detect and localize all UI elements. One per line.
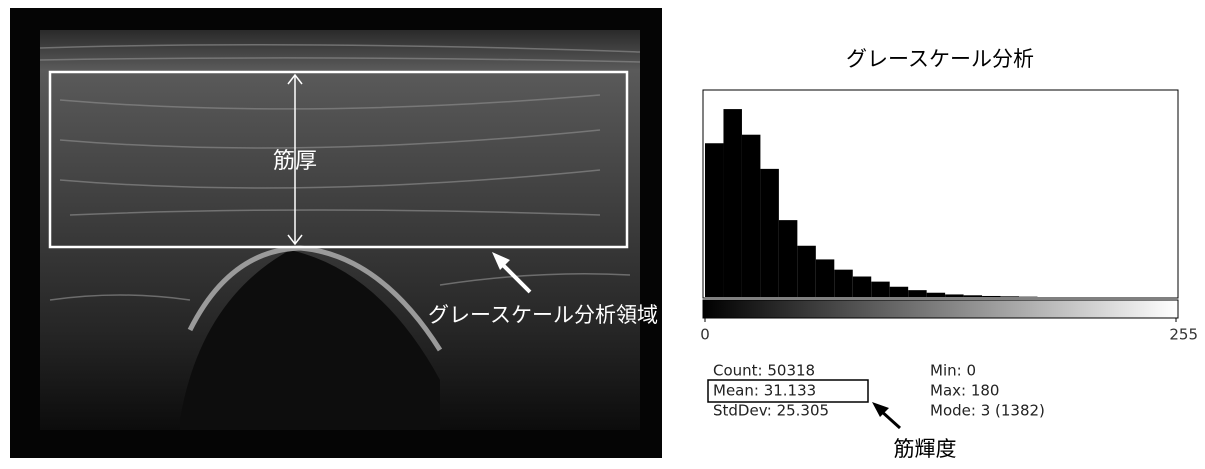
histogram-bar — [890, 287, 908, 297]
histogram-bar — [982, 296, 1000, 297]
histogram-bar — [1001, 296, 1019, 297]
stat-text: Max: 180 — [930, 382, 999, 400]
histogram-bar — [908, 290, 926, 297]
histogram-bar — [779, 220, 797, 297]
stat-text: Mode: 3 (1382) — [930, 402, 1045, 420]
grayscale-bar — [703, 300, 1178, 318]
region-label: グレースケール分析領域 — [428, 303, 658, 327]
histogram-bar — [723, 109, 741, 297]
histogram-title: グレースケール分析 — [846, 47, 1034, 71]
histogram-bar — [964, 295, 982, 297]
echo-arrow — [872, 402, 900, 428]
histogram-bar — [742, 135, 760, 297]
histogram-bar — [834, 270, 852, 297]
echo-label: 筋輝度 — [894, 437, 957, 461]
x-ticks: 0 255 — [700, 318, 1198, 344]
stat-text: Count: 50318 — [713, 362, 815, 380]
histogram-bar — [927, 293, 945, 297]
stat-text: Min: 0 — [930, 362, 976, 380]
histogram-bar — [760, 169, 778, 297]
x-tick-label: 255 — [1169, 326, 1198, 344]
histogram-bar — [945, 294, 963, 297]
histogram-bar — [705, 143, 723, 297]
stat-text: StdDev: 25.305 — [713, 402, 829, 420]
stat-text: Mean: 31.133 — [713, 382, 816, 400]
histogram-bar — [871, 282, 889, 297]
thickness-label: 筋厚 — [273, 149, 317, 174]
histogram-bar — [853, 277, 871, 298]
histogram-bar — [797, 246, 815, 297]
x-tick-label: 0 — [700, 326, 710, 344]
histogram-bar — [816, 259, 834, 297]
